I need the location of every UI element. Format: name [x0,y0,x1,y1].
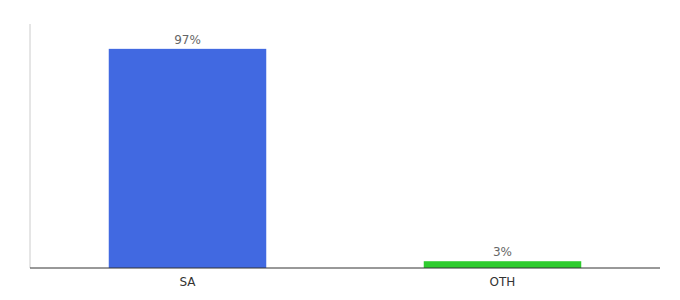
chart: SA OTH 97% 3% [0,0,680,300]
data-label: 97% [174,33,201,47]
bar [109,49,267,268]
y-axis-line [30,24,31,268]
bar [424,261,582,268]
x-tick-label: OTH [490,275,516,289]
data-label: 3% [493,245,512,259]
bars [109,49,582,268]
x-tick-label: SA [179,275,196,289]
x-axis-line [30,268,660,269]
